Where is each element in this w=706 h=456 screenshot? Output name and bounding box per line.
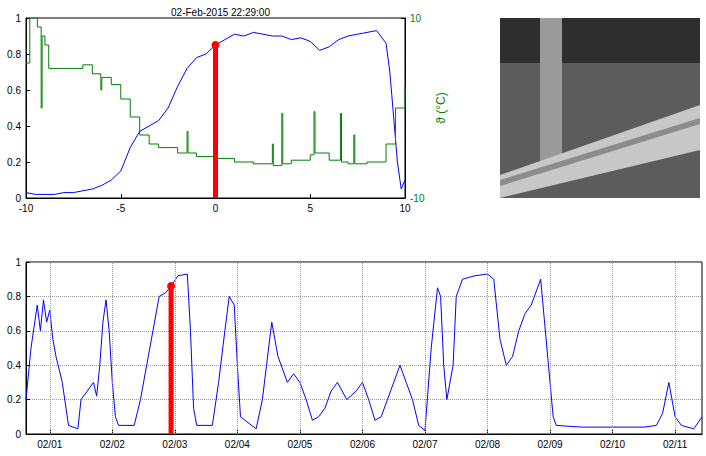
svg-text:02/10: 02/10 xyxy=(600,439,625,450)
svg-text:02/05: 02/05 xyxy=(287,439,312,450)
svg-text:10: 10 xyxy=(399,203,411,214)
svg-text:02/03: 02/03 xyxy=(162,439,187,450)
svg-text:0.4: 0.4 xyxy=(7,360,21,371)
svg-text:02-Feb-2015 22:29:00: 02-Feb-2015 22:29:00 xyxy=(171,7,270,18)
svg-text:02/06: 02/06 xyxy=(350,439,375,450)
svg-text:0.4: 0.4 xyxy=(7,121,21,132)
svg-text:02/09: 02/09 xyxy=(538,439,563,450)
svg-text:0: 0 xyxy=(15,192,21,204)
svg-text:ϑ (°C): ϑ (°C) xyxy=(434,92,448,123)
svg-text:0.6: 0.6 xyxy=(7,325,21,336)
svg-text:0.2: 0.2 xyxy=(7,394,21,405)
svg-text:10: 10 xyxy=(410,13,422,24)
svg-text:-10: -10 xyxy=(19,203,34,214)
svg-text:02/04: 02/04 xyxy=(225,439,250,450)
svg-text:0: 0 xyxy=(15,429,21,440)
svg-text:1: 1 xyxy=(15,13,21,24)
svg-text:-5: -5 xyxy=(116,203,125,214)
svg-text:5: 5 xyxy=(307,203,313,214)
svg-text:0: 0 xyxy=(213,203,219,214)
svg-text:02/08: 02/08 xyxy=(475,439,500,450)
svg-text:02/02: 02/02 xyxy=(100,439,125,450)
svg-text:1: 1 xyxy=(15,257,21,268)
svg-text:-10: -10 xyxy=(410,193,425,204)
svg-text:0.6: 0.6 xyxy=(7,85,21,96)
svg-text:0.8: 0.8 xyxy=(7,291,21,302)
svg-text:0.2: 0.2 xyxy=(7,157,21,168)
svg-text:0.8: 0.8 xyxy=(7,49,21,60)
svg-text:02/01: 02/01 xyxy=(37,439,62,450)
svg-text:02/11: 02/11 xyxy=(663,439,688,450)
svg-text:02/07: 02/07 xyxy=(412,439,437,450)
